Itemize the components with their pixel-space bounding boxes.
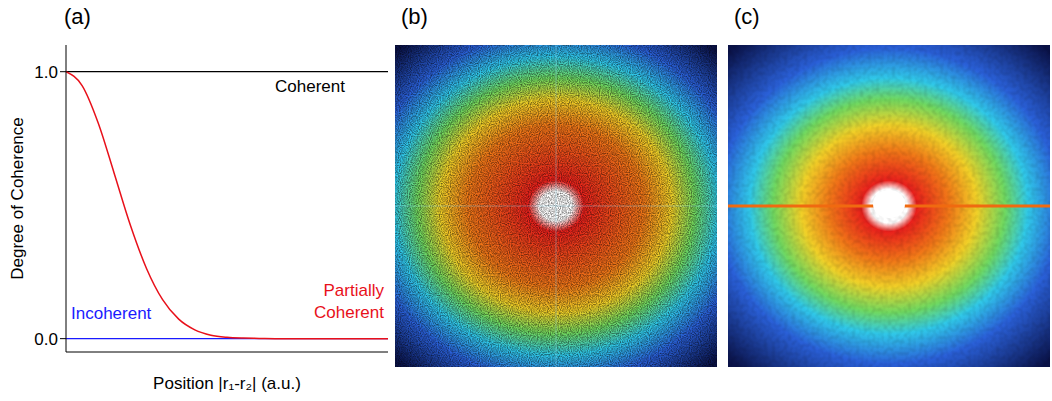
svg-text:0.0: 0.0 <box>34 330 58 349</box>
svg-text:(a): (a) <box>64 4 91 29</box>
svg-text:(c): (c) <box>734 4 760 29</box>
svg-text:(b): (b) <box>401 4 428 29</box>
svg-text:Degree of Coherence: Degree of Coherence <box>8 117 27 280</box>
svg-text:Incoherent: Incoherent <box>71 304 152 323</box>
svg-text:Partially: Partially <box>324 281 385 300</box>
svg-text:Coherent: Coherent <box>275 77 345 96</box>
svg-text:Coherent: Coherent <box>314 303 384 322</box>
svg-text:Position |r₁-r₂| (a.u.): Position |r₁-r₂| (a.u.) <box>153 374 301 393</box>
svg-text:1.0: 1.0 <box>34 63 58 82</box>
